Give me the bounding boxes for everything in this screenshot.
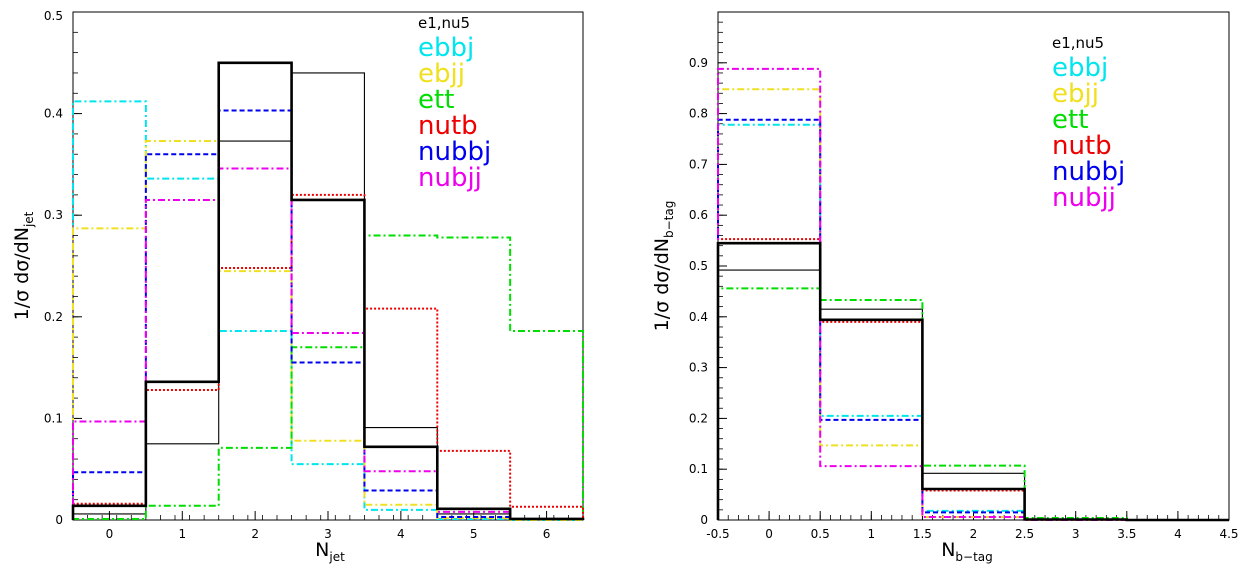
y-tick-label: 0.3 xyxy=(44,208,63,222)
y-tick-label: 0 xyxy=(700,513,708,527)
chart-panel-1: 0 0.1 0.2 0.3 0.4 0.5 0 1 2 3 4 5 6 e1,nu5ebbjebjjett… xyxy=(11,9,585,564)
chart-panel-2: 00.10.20.30.40.50.60.70.80.9-0.5 0 0.5 1 1.5… xyxy=(651,11,1239,564)
histogram-series-ett xyxy=(72,234,584,520)
x-axis-label: Njet xyxy=(315,539,345,564)
x-tick-label: 6 xyxy=(543,527,551,541)
histogram-series-nubbj xyxy=(717,118,1229,521)
y-tick-label: 0.9 xyxy=(689,56,708,70)
histogram-series-ebbj xyxy=(717,123,1229,521)
histogram-series-total xyxy=(71,61,585,521)
y-tick-label: 0.5 xyxy=(44,9,63,23)
legend-entry-ebjj: ebjj xyxy=(1052,79,1099,109)
legend-entry-e1,nu5: e1,nu5 xyxy=(418,14,470,32)
histogram-series-e1,nu5 xyxy=(72,72,584,520)
x-tick-label: 1 xyxy=(178,527,186,541)
x-tick-label: 0 xyxy=(765,527,773,541)
histogram-series-nutb xyxy=(717,238,1229,521)
histogram-series-ebbj xyxy=(72,100,583,521)
x-tick-label: 3 xyxy=(324,527,332,541)
y-tick-label: 0.5 xyxy=(689,259,708,273)
y-tick-label: 0.1 xyxy=(44,411,63,425)
x-tick-label: 4 xyxy=(397,527,405,541)
y-axis-label: 1/σ dσ/dNjet xyxy=(11,211,36,320)
histogram-series-nubbj xyxy=(72,109,584,520)
y-tick-label: 0 xyxy=(55,513,63,527)
x-tick-label: 4.5 xyxy=(1219,527,1238,541)
legend-entry-nubbj: nubbj xyxy=(418,137,491,167)
histogram-series-nutb xyxy=(72,193,584,520)
legend-entry-e1,nu5: e1,nu5 xyxy=(1052,34,1104,52)
x-tick-label: 3 xyxy=(1072,527,1080,541)
x-tick-label: 3.5 xyxy=(1117,527,1136,541)
legend-entry-ett: ett xyxy=(418,85,454,115)
legend-entry-ett: ett xyxy=(1052,105,1088,135)
x-tick-label: 2 xyxy=(970,527,978,541)
y-tick-label: 0.4 xyxy=(689,310,708,324)
y-axis-label: 1/σ dσ/dNb−tag xyxy=(651,201,676,332)
x-axis-label: Nb−tag xyxy=(941,539,993,564)
histogram-series-nubjj xyxy=(72,167,584,520)
y-tick-label: 0.4 xyxy=(44,107,63,121)
y-tick-label: 0.3 xyxy=(689,361,708,375)
legend-entry-nubbj: nubbj xyxy=(1052,157,1125,187)
y-tick-label: 0.6 xyxy=(689,208,708,222)
legend-entry-nubjj: nubjj xyxy=(418,163,482,193)
legend-entry-ebbj: ebbj xyxy=(418,33,474,63)
histogram-series-total xyxy=(716,241,1229,522)
x-tick-label: 1.5 xyxy=(913,527,932,541)
legend-entry-ebbj: ebbj xyxy=(1052,53,1108,83)
legend-entry-nubjj: nubjj xyxy=(1052,183,1116,213)
histogram-series-ett xyxy=(717,287,1229,521)
x-tick-label: 0 xyxy=(106,527,114,541)
x-tick-label: 1 xyxy=(867,527,875,541)
x-tick-label: 4 xyxy=(1174,527,1182,541)
y-tick-label: 0.2 xyxy=(44,310,63,324)
legend-entry-nutb: nutb xyxy=(1052,131,1112,161)
x-tick-label: 0.5 xyxy=(811,527,830,541)
histogram-series-ebjj xyxy=(717,88,1229,521)
legend-entry-ebjj: ebjj xyxy=(418,59,465,89)
x-tick-label: 5 xyxy=(470,527,478,541)
plot-frame xyxy=(717,11,1230,521)
x-tick-label: 2.5 xyxy=(1015,527,1034,541)
y-tick-label: 0.7 xyxy=(689,157,708,171)
histogram-series-e1,nu5 xyxy=(717,269,1229,521)
y-tick-label: 0.1 xyxy=(689,462,708,476)
y-tick-label: 0.2 xyxy=(689,411,708,425)
y-tick-label: 0.8 xyxy=(689,107,708,121)
x-tick-label: -0.5 xyxy=(706,527,729,541)
x-tick-label: 2 xyxy=(251,527,259,541)
histogram-series-nubjj xyxy=(717,67,1229,521)
legend-entry-nutb: nutb xyxy=(418,111,478,141)
